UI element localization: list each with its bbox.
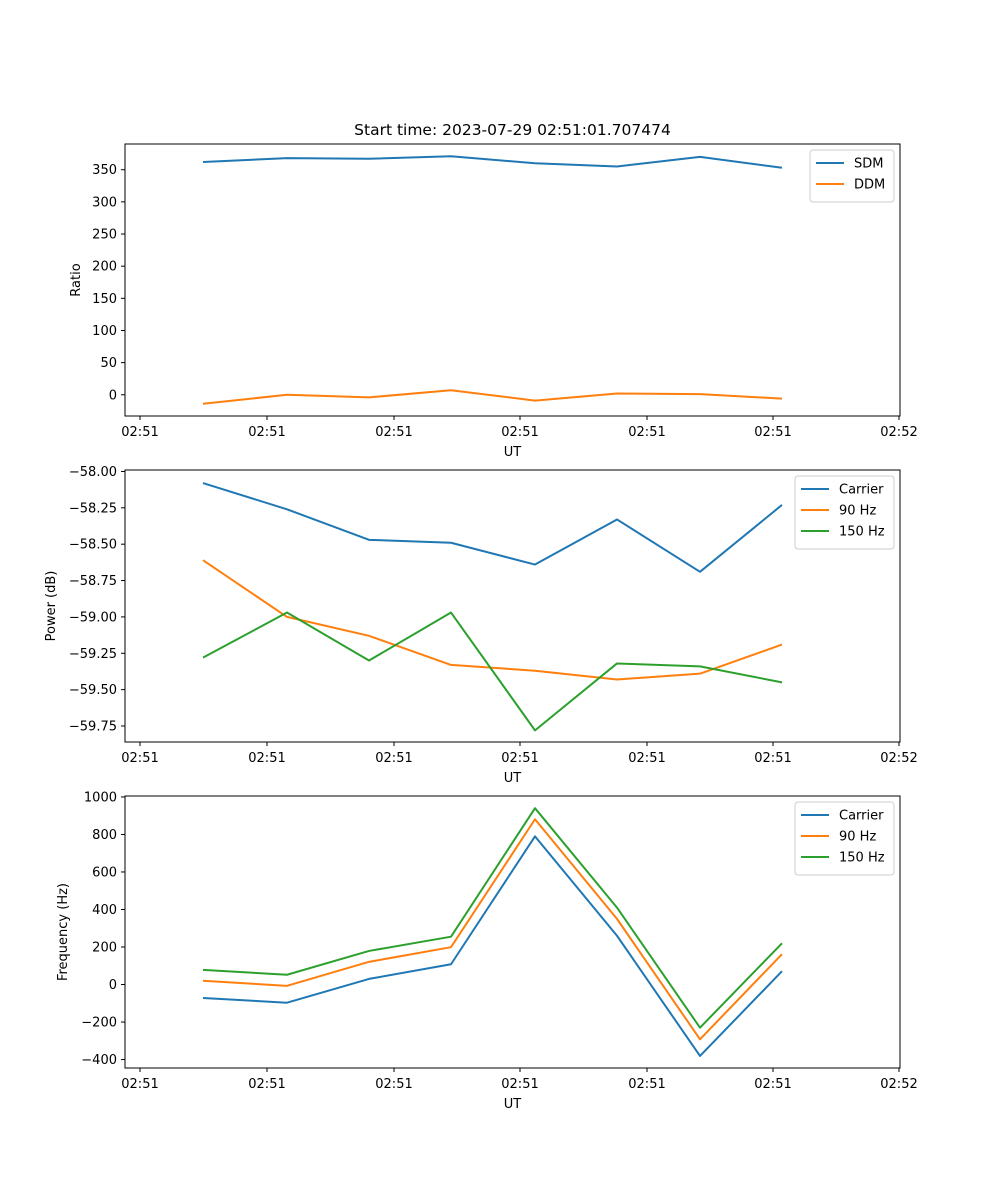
y-tick-label: −59.50 [69, 683, 117, 698]
legend-entry: DDM [854, 178, 885, 193]
y-axis-label: Frequency (Hz) [56, 883, 71, 981]
legend-entry: SDM [854, 157, 883, 172]
y-tick-label: 200 [92, 941, 117, 956]
y-tick-label: 100 [92, 324, 117, 339]
x-axis-label: UT [504, 445, 522, 460]
y-tick-label: 200 [92, 260, 117, 275]
series-line-90-hz [202, 818, 783, 1041]
series-line-90-hz [202, 559, 783, 681]
y-tick-label: 400 [92, 903, 117, 918]
x-tick-label: 02:52 [880, 751, 917, 766]
y-tick-label: 0 [109, 388, 117, 403]
legend-entry: 90 Hz [839, 830, 876, 845]
x-tick-label: 02:51 [501, 751, 538, 766]
x-tick-label: 02:51 [375, 1077, 412, 1092]
y-tick-label: −200 [81, 1016, 117, 1031]
x-tick-label: 02:51 [121, 751, 158, 766]
x-tick-label: 02:51 [248, 751, 285, 766]
x-tick-label: 02:52 [880, 1077, 917, 1092]
axes-frame [124, 469, 901, 743]
legend-entry: 150 Hz [839, 525, 885, 540]
x-tick-label: 02:51 [121, 425, 158, 440]
legend: Carrier 90 Hz 150 Hz [794, 801, 895, 876]
y-axis-label: Ratio [69, 263, 84, 296]
y-tick-label: 150 [92, 292, 117, 307]
series-line-sdm [202, 155, 783, 169]
x-tick-label: 02:52 [880, 425, 917, 440]
x-tick-label: 02:51 [754, 425, 791, 440]
x-tick-label: 02:51 [375, 751, 412, 766]
legend: Carrier 90 Hz 150 Hz [794, 475, 895, 550]
x-tick-label: 02:51 [501, 425, 538, 440]
axes-frame [124, 795, 901, 1069]
legend-entry: Carrier [839, 809, 884, 824]
x-axis-label: UT [504, 1097, 522, 1112]
y-axis-label: Power (dB) [44, 571, 59, 642]
y-tick-label: 250 [92, 228, 117, 243]
x-tick-label: 02:51 [121, 1077, 158, 1092]
x-tick-label: 02:51 [501, 1077, 538, 1092]
chart-panel-3: 02:51 02:51 02:51 02:51 02:51 02:51 02:52 −400 −… [56, 790, 918, 1112]
y-tick-label: −58.25 [69, 501, 117, 516]
series-line-ddm [202, 389, 783, 405]
legend-entry: 150 Hz [839, 851, 885, 866]
series-line-carrier [202, 835, 783, 1057]
x-tick-label: 02:51 [248, 425, 285, 440]
x-tick-label: 02:51 [375, 425, 412, 440]
x-tick-label: 02:51 [628, 425, 665, 440]
y-tick-label: −58.50 [69, 538, 117, 553]
legend-entry: Carrier [839, 483, 884, 498]
x-tick-label: 02:51 [628, 751, 665, 766]
series-line-150-hz [202, 807, 783, 1029]
legend-entry: 90 Hz [839, 504, 876, 519]
y-tick-label: −58.00 [69, 465, 117, 480]
y-tick-label: 300 [92, 195, 117, 210]
y-tick-label: −400 [81, 1053, 117, 1068]
axes-frame [124, 143, 901, 417]
series-line-150-hz [202, 611, 783, 732]
x-tick-label: 02:51 [754, 1077, 791, 1092]
x-tick-label: 02:51 [248, 1077, 285, 1092]
legend: SDM DDM [809, 149, 895, 203]
x-axis-label: UT [504, 771, 522, 786]
chart-title: Start time: 2023-07-29 02:51:01.707474 [354, 121, 671, 139]
y-tick-label: 800 [92, 828, 117, 843]
x-tick-label: 02:51 [628, 1077, 665, 1092]
y-tick-label: −59.00 [69, 610, 117, 625]
y-tick-label: −59.75 [69, 720, 117, 735]
y-tick-label: −59.25 [69, 647, 117, 662]
y-tick-label: 50 [100, 356, 117, 371]
chart-panel-2: 02:51 02:51 02:51 02:51 02:51 02:51 02:52 −59.7… [44, 465, 918, 786]
y-tick-label: 0 [109, 978, 117, 993]
x-tick-label: 02:51 [754, 751, 791, 766]
y-tick-label: 600 [92, 865, 117, 880]
chart-panel-1: Start time: 2023-07-29 02:51:01.70747402… [69, 121, 918, 460]
y-tick-label: −58.75 [69, 574, 117, 589]
y-tick-label: 350 [92, 163, 117, 178]
y-tick-label: 1000 [84, 790, 117, 805]
series-line-carrier [202, 482, 783, 573]
